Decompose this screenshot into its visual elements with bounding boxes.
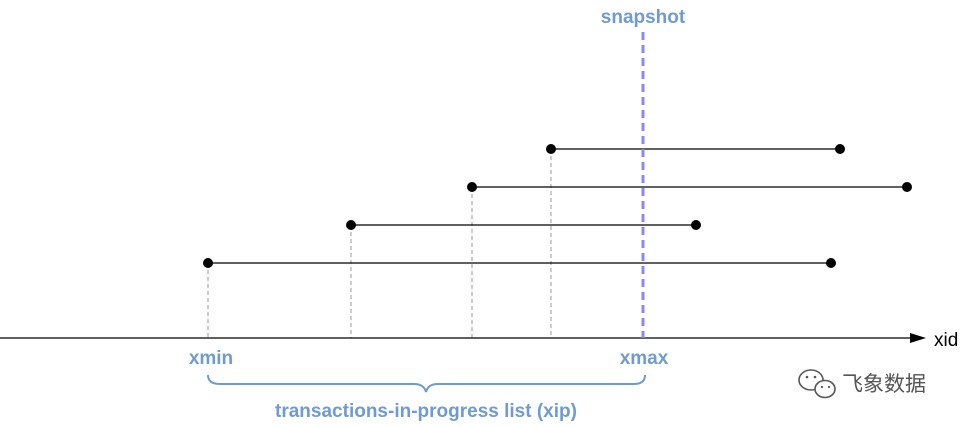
xid-axis-arrow xyxy=(910,333,926,343)
transaction-2-end-dot xyxy=(902,182,912,192)
xid-axis-label: xid xyxy=(934,330,958,351)
transaction-1-start-dot xyxy=(546,144,556,154)
watermark-text: 飞象数据 xyxy=(842,372,926,396)
transaction-4-start-dot xyxy=(203,258,213,268)
wechat-icon xyxy=(798,369,836,399)
transaction-1-end-dot xyxy=(835,144,845,154)
transaction-4-end-dot xyxy=(826,258,836,268)
transaction-lines xyxy=(203,144,912,268)
watermark: 飞象数据 xyxy=(798,369,926,399)
xip-brace xyxy=(207,374,646,393)
xip-label: transactions-in-progress list (xip) xyxy=(275,401,577,422)
transaction-3-start-dot xyxy=(346,220,356,230)
snapshot-label: snapshot xyxy=(601,7,686,28)
transaction-3-end-dot xyxy=(691,220,701,230)
xmin-label: xmin xyxy=(189,348,233,369)
guide-lines xyxy=(207,149,552,338)
xmax-label: xmax xyxy=(620,348,669,369)
transaction-2-start-dot xyxy=(467,182,477,192)
